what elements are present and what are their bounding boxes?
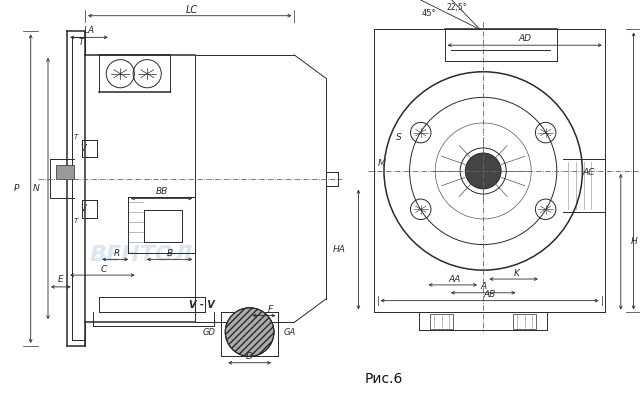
Text: F: F xyxy=(268,305,273,314)
Text: B: B xyxy=(166,249,173,258)
Text: S: S xyxy=(396,133,402,142)
Text: AD: AD xyxy=(518,34,531,42)
Text: M: M xyxy=(378,159,386,167)
Text: LA: LA xyxy=(84,26,95,35)
Circle shape xyxy=(225,308,274,356)
Text: P: P xyxy=(14,184,19,193)
Bar xyxy=(56,165,74,179)
Text: T: T xyxy=(74,134,77,140)
Text: K: K xyxy=(514,269,520,277)
Text: A: A xyxy=(480,283,486,291)
Text: GD: GD xyxy=(203,328,216,336)
Text: AA: AA xyxy=(448,275,461,283)
Text: HA: HA xyxy=(333,245,346,254)
Text: ВЕНТОЛ: ВЕНТОЛ xyxy=(89,246,193,265)
Text: R: R xyxy=(114,249,120,258)
Bar xyxy=(430,314,453,329)
Text: T: T xyxy=(74,218,77,224)
Text: GA: GA xyxy=(284,328,296,336)
Text: BB: BB xyxy=(156,187,168,196)
Text: T: T xyxy=(79,38,84,46)
Text: V - V: V - V xyxy=(189,300,214,310)
Circle shape xyxy=(465,153,501,189)
Text: D: D xyxy=(246,353,253,361)
Text: 45°: 45° xyxy=(422,9,436,18)
Text: AC: AC xyxy=(582,169,595,177)
Text: N: N xyxy=(33,184,40,193)
Circle shape xyxy=(225,308,274,356)
Text: H: H xyxy=(630,237,637,246)
Text: Рис.6: Рис.6 xyxy=(365,372,403,386)
Bar xyxy=(513,314,536,329)
Text: V: V xyxy=(81,204,86,213)
Text: E: E xyxy=(58,275,63,284)
Text: LC: LC xyxy=(186,5,198,15)
Text: AB: AB xyxy=(483,290,496,299)
Text: C: C xyxy=(101,265,107,274)
Text: V: V xyxy=(81,144,86,153)
Text: 22,5°: 22,5° xyxy=(446,4,467,12)
